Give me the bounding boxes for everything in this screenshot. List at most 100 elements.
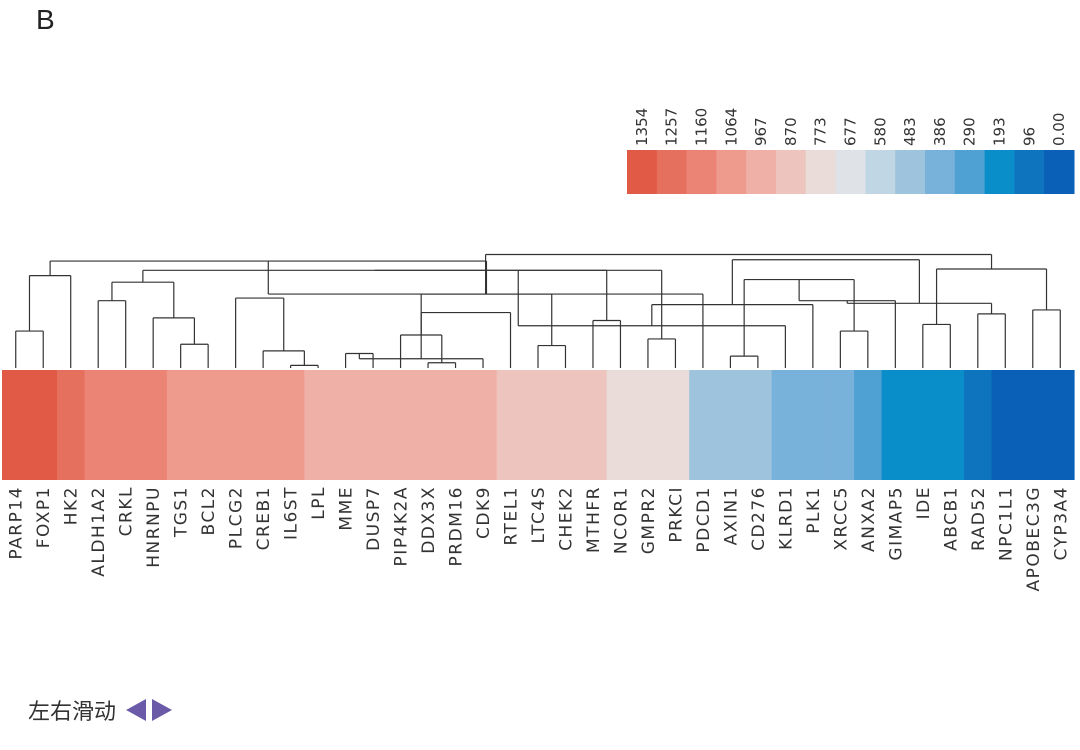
heatmap-cell bbox=[606, 370, 635, 480]
gene-label: PARP14 bbox=[7, 486, 27, 560]
heatmap-cell bbox=[276, 370, 305, 480]
gene-label: GIMAP5 bbox=[886, 486, 906, 561]
gene-label: RTEL1 bbox=[502, 486, 522, 546]
heatmap-cell bbox=[881, 370, 910, 480]
gene-label: APOBEC3G bbox=[1024, 486, 1044, 592]
legend-tick-label: 483 bbox=[901, 117, 919, 146]
heatmap-cell bbox=[84, 370, 113, 480]
legend-swatch bbox=[686, 150, 717, 194]
gene-label: CRKL bbox=[117, 486, 137, 536]
legend-tick-label: 1160 bbox=[693, 108, 711, 146]
heatmap-cell bbox=[579, 370, 608, 480]
gene-label: CYP3A4 bbox=[1051, 486, 1071, 560]
gene-label: AXIN1 bbox=[721, 486, 741, 545]
heatmap-cell bbox=[166, 370, 196, 480]
legend-tick-label: 1064 bbox=[722, 108, 740, 146]
gene-label: CREB1 bbox=[254, 486, 274, 550]
legend-tick-label: 580 bbox=[871, 117, 889, 146]
heatmap-cell bbox=[304, 370, 333, 480]
heatmap-cell bbox=[771, 370, 800, 480]
heatmap-cell bbox=[909, 370, 938, 480]
heatmap-cell bbox=[496, 370, 525, 480]
legend-tick-label: 773 bbox=[812, 117, 830, 146]
legend-tick-label: 386 bbox=[931, 117, 949, 146]
legend-swatch bbox=[835, 150, 866, 194]
heatmap-cell bbox=[386, 370, 415, 480]
heatmap-cell bbox=[744, 370, 773, 480]
scroll-right-icon[interactable] bbox=[152, 699, 173, 721]
legend-swatch bbox=[805, 150, 837, 194]
gene-label: GMPR2 bbox=[639, 486, 659, 554]
gene-label: DUSP7 bbox=[364, 486, 384, 551]
heatmap-cell bbox=[29, 370, 58, 480]
heatmap-cell bbox=[854, 370, 883, 480]
dendrogram bbox=[15, 253, 1061, 368]
scroll-left-icon[interactable] bbox=[126, 699, 147, 721]
legend-swatch bbox=[627, 150, 658, 194]
gene-label: KLRD1 bbox=[776, 486, 796, 550]
gene-label: IL6ST bbox=[282, 486, 302, 540]
gene-labels: PARP14 FOXP1 HK2 ALDH1A2 CRKL HNRNPU TGS1 BCL2 P… bbox=[7, 486, 1072, 592]
gene-label: PLK1 bbox=[804, 486, 824, 534]
gene-label: CD276 bbox=[749, 486, 769, 551]
legend-tick-label: 96 bbox=[1020, 127, 1038, 146]
heatmap-cell bbox=[1019, 370, 1048, 480]
legend-swatch bbox=[746, 150, 777, 194]
legend-swatch bbox=[954, 150, 986, 194]
gene-label: PRDM16 bbox=[447, 486, 467, 566]
gene-label: DDX3X bbox=[419, 486, 439, 554]
gene-label: BCL2 bbox=[199, 486, 219, 536]
scroll-hint-text: 左右滑动 bbox=[28, 700, 117, 725]
heatmap-cell bbox=[469, 370, 498, 480]
gene-label: RAD52 bbox=[969, 486, 989, 551]
panel-label: B bbox=[36, 4, 55, 35]
heatmap-cell bbox=[716, 370, 745, 480]
gene-label: PDCD1 bbox=[694, 486, 714, 553]
legend-swatch bbox=[1014, 150, 1045, 194]
heatmap-cell bbox=[936, 370, 965, 480]
heatmap-cell bbox=[194, 370, 223, 480]
legend-tick-label: 677 bbox=[842, 117, 860, 146]
heatmap-cell bbox=[331, 370, 360, 480]
legend-swatch bbox=[865, 150, 896, 194]
legend-tick-label: 870 bbox=[782, 117, 800, 146]
heatmap-cell bbox=[111, 370, 141, 480]
legend-swatch bbox=[925, 150, 956, 194]
legend-swatch bbox=[776, 150, 807, 194]
gene-label: XRCC5 bbox=[831, 486, 851, 551]
legend-swatch bbox=[716, 150, 747, 194]
heatmap-cell bbox=[2, 370, 31, 480]
gene-label: CDK9 bbox=[474, 486, 494, 539]
gene-label: ALDH1A2 bbox=[89, 486, 109, 577]
heatmap-cell bbox=[964, 370, 993, 480]
color-scale-legend: 1354 1257 1160 1064 967 870 773 677 580 483 386 290… bbox=[627, 108, 1075, 194]
heatmap-cell bbox=[661, 370, 690, 480]
gene-label: IDE bbox=[914, 486, 934, 519]
legend-swatch bbox=[656, 150, 688, 194]
gene-label: CHEK2 bbox=[556, 486, 576, 551]
heatmap-cell bbox=[551, 370, 580, 480]
gene-label: MME bbox=[337, 486, 357, 531]
gene-label: MTHFR bbox=[584, 486, 604, 553]
gene-label: HK2 bbox=[62, 486, 82, 525]
heatmap-cell bbox=[1046, 370, 1075, 480]
heatmap-strip bbox=[2, 370, 1075, 480]
heatmap-cell bbox=[414, 370, 443, 480]
gene-label: PRKCI bbox=[666, 486, 686, 543]
heatmap-cell bbox=[441, 370, 470, 480]
legend-tick-label: 967 bbox=[752, 117, 770, 146]
scroll-hint: 左右滑动 bbox=[28, 694, 173, 726]
gene-label: TGS1 bbox=[172, 486, 192, 538]
heatmap-cell bbox=[689, 370, 718, 480]
legend-tick-label: 193 bbox=[991, 117, 1009, 146]
heatmap-cell bbox=[139, 370, 168, 480]
legend-tick-label: 290 bbox=[961, 117, 979, 146]
gene-label: PLCG2 bbox=[227, 486, 247, 549]
gene-label: HNRNPU bbox=[144, 486, 164, 568]
gene-label: NPC1L1 bbox=[996, 486, 1016, 561]
gene-label: FOXP1 bbox=[34, 486, 54, 548]
legend-swatch bbox=[1044, 150, 1075, 194]
legend-swatch bbox=[895, 150, 926, 194]
heatmap-cell bbox=[826, 370, 855, 480]
